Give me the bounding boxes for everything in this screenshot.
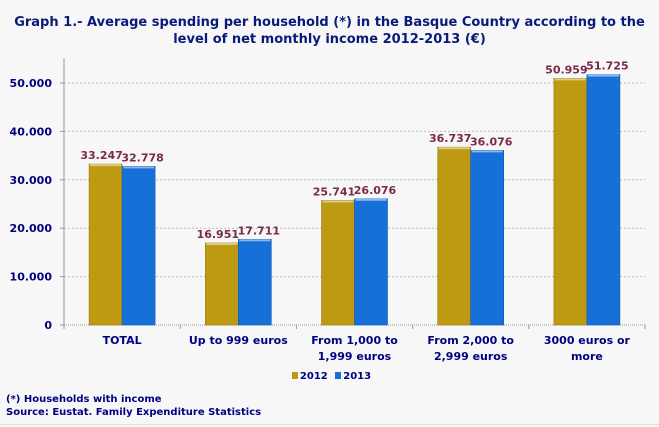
chart-title: Graph 1.- Average spending per household… [14,15,645,47]
x-tick-label: 3000 euros or [544,334,631,347]
x-tick-label: more [571,350,603,363]
bar-2012 [437,146,472,326]
x-tick-label: TOTAL [103,334,142,347]
legend-swatch-2012 [291,372,298,379]
bar-2013 [354,198,388,326]
y-tick-label: 30.000 [10,174,53,187]
y-tick-label: 10.000 [10,271,53,284]
bar-highlight [123,166,155,169]
data-label: 36.076 [470,135,513,148]
data-label: 32.778 [121,151,163,164]
bar-2012 [205,242,239,326]
bar-2013 [470,150,505,326]
data-label: 17.711 [238,224,280,237]
data-label: 25.741 [313,185,355,198]
legend-swatch-2013 [335,372,342,379]
data-label: 26.076 [354,184,397,197]
bar-highlight [206,242,238,245]
bar-highlight [471,150,503,153]
bar-highlight [322,200,354,203]
footnote: (*) Households with income [6,394,162,405]
y-tick-label: 40.000 [10,125,53,138]
legend: 2012 2013 [0,371,659,382]
data-label: 51.725 [586,60,628,73]
x-tick-label: 1,999 euros [318,350,392,363]
bar-highlight [438,147,470,150]
x-tick-label: From 2,000 to [427,334,514,347]
x-tick-label: Up to 999 euros [189,334,288,347]
data-label: 50.959 [545,63,587,76]
legend-label-2012: 2012 [299,371,328,382]
y-tick-label: 50.000 [10,77,53,90]
data-label: 33.247 [80,149,122,162]
x-tick-label: 2,999 euros [434,350,508,363]
y-tick-label: 0 [44,319,52,332]
bar-2012 [88,163,123,326]
data-label: 16.951 [197,228,239,241]
bar-2012 [553,78,588,326]
bar-2012 [321,200,355,326]
bar-highlight [587,74,619,77]
bar-2013 [121,166,156,326]
bar-highlight [90,164,122,167]
bar-2013 [586,74,621,326]
y-tick-label: 20.000 [10,222,53,235]
source: Source: Eustat. Family Expenditure Stati… [6,407,262,418]
bar-highlight [239,239,271,242]
legend-label-2013: 2013 [343,371,372,382]
bar-highlight [554,78,586,81]
x-tick-label: From 1,000 to [311,334,398,347]
bar-chart: 0 10.000 20.000 30.000 40.000 50.000 TOTAL 33.2… [10,58,646,363]
data-label: 36.737 [429,132,471,145]
bar-highlight [355,198,387,201]
bar-2013 [238,238,272,326]
divider [0,424,659,425]
notes: (*) Households with income Source: Eusta… [6,393,261,419]
